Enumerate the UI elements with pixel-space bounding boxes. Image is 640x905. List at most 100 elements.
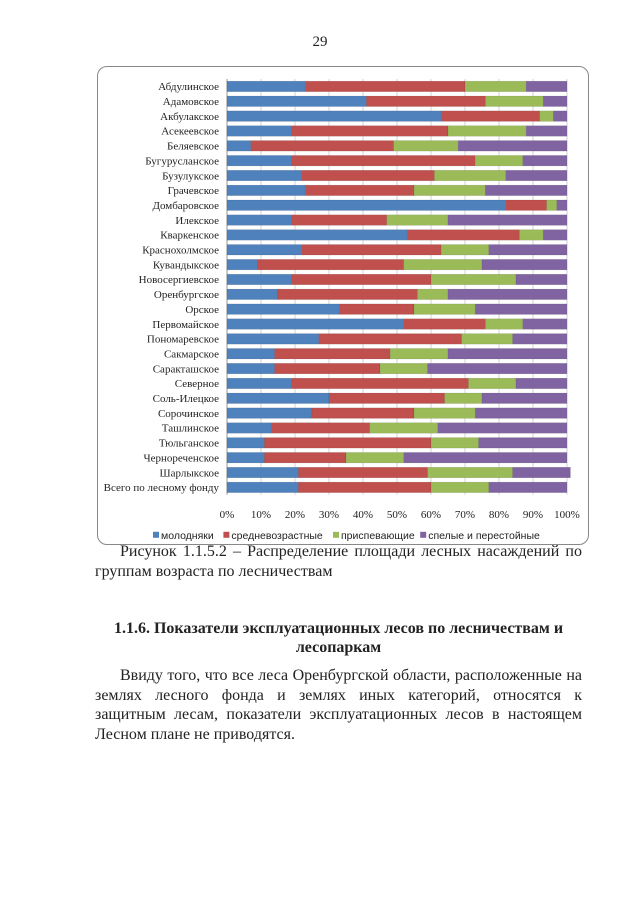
bar-segment-1 bbox=[274, 348, 391, 360]
bar-segment-1 bbox=[291, 377, 469, 389]
bar-segment-1 bbox=[291, 155, 476, 167]
x-tick-label: 100% bbox=[554, 509, 580, 521]
bar-segment-0 bbox=[226, 333, 320, 345]
bar-segment-0 bbox=[226, 229, 408, 241]
x-tick-label: 60% bbox=[421, 509, 441, 521]
category-label: Асекеевское bbox=[161, 126, 219, 138]
bar-segment-0 bbox=[226, 95, 367, 107]
bar-segment-3 bbox=[437, 422, 568, 434]
bar-segment-3 bbox=[447, 214, 568, 226]
category-label: Пономаревское bbox=[147, 334, 219, 346]
category-label: Абдулинское bbox=[158, 81, 219, 93]
bar-segment-0 bbox=[226, 259, 258, 271]
figure-caption-line1: Рисунок 1.1.5.2 – Распределение площади … bbox=[120, 543, 582, 560]
bar-segment-0 bbox=[226, 467, 299, 479]
bar-segment-1 bbox=[250, 140, 394, 152]
bar-segment-0 bbox=[226, 318, 405, 330]
bar-segment-0 bbox=[226, 155, 292, 167]
bar-segment-3 bbox=[515, 377, 568, 389]
category-label: Илекское bbox=[175, 215, 219, 227]
category-label: Северное bbox=[175, 378, 219, 390]
category-label: Кувандыкское bbox=[153, 259, 219, 271]
bar-segment-2 bbox=[413, 407, 476, 419]
category-label: Шарлыкское bbox=[160, 467, 220, 479]
category-label: Кваркенское bbox=[160, 230, 219, 242]
x-tick-label: 40% bbox=[353, 509, 373, 521]
category-label: Домбаровское bbox=[152, 200, 219, 212]
bar-segment-1 bbox=[264, 437, 432, 449]
figure-caption-line2: группам возраста по лесничествам bbox=[95, 563, 333, 580]
bar-segment-3 bbox=[553, 110, 568, 122]
legend-swatch bbox=[153, 531, 159, 538]
bar-segment-0 bbox=[226, 303, 340, 315]
bar-segment-2 bbox=[461, 333, 513, 345]
bar-segment-0 bbox=[226, 422, 272, 434]
bar-segment-1 bbox=[318, 333, 462, 345]
bar-segment-0 bbox=[226, 244, 303, 256]
bar-segment-2 bbox=[447, 125, 527, 137]
page-number: 29 bbox=[312, 34, 328, 50]
category-label: Соль-Илецкое bbox=[153, 393, 219, 405]
bar-segment-3 bbox=[447, 348, 568, 360]
bar-segment-2 bbox=[389, 348, 449, 360]
bar-segment-2 bbox=[485, 95, 544, 107]
bar-segment-1 bbox=[298, 481, 432, 493]
category-label: Оренбургское bbox=[154, 289, 219, 301]
bar-segment-2 bbox=[546, 199, 558, 211]
category-label: Адамовское bbox=[163, 96, 219, 108]
bar-segment-2 bbox=[474, 155, 524, 167]
bar-segment-2 bbox=[393, 140, 459, 152]
bar-segment-1 bbox=[291, 214, 388, 226]
bar-segment-2 bbox=[485, 318, 524, 330]
x-tick-label: 90% bbox=[523, 509, 543, 521]
category-label: Ташлинское bbox=[162, 423, 219, 435]
bar-segment-2 bbox=[539, 110, 554, 122]
bar-segment-1 bbox=[440, 110, 541, 122]
bar-segment-3 bbox=[512, 467, 571, 479]
stacked-bar-chart: 0% 10% 20% 30% 40% 50% 60% 70% 80% 90% 100% Абдулин… bbox=[104, 79, 580, 542]
bar-segment-3 bbox=[481, 392, 568, 404]
x-tick-label: 0% bbox=[220, 509, 235, 521]
bar-segment-3 bbox=[474, 407, 568, 419]
bar-segment-3 bbox=[447, 288, 568, 300]
bar-segment-1 bbox=[274, 363, 381, 375]
category-label: Тюльганское bbox=[159, 438, 219, 450]
legend-label: спелые и перестойные bbox=[428, 530, 540, 542]
bar-segment-2 bbox=[430, 437, 479, 449]
bar-segment-3 bbox=[522, 318, 568, 330]
category-label: Грачевское bbox=[168, 185, 219, 197]
bar-segment-3 bbox=[478, 437, 568, 449]
bar-segment-2 bbox=[430, 273, 517, 285]
bar-segment-0 bbox=[226, 199, 507, 211]
bar-segment-1 bbox=[291, 273, 432, 285]
section-heading: 1.1.6. Показатели эксплуатационных лесов… bbox=[113, 620, 564, 656]
body-paragraph: Ввиду того, что все леса Оренбургской об… bbox=[95, 667, 582, 743]
bar-segment-2 bbox=[440, 244, 490, 256]
bar-segment-0 bbox=[226, 481, 299, 493]
bar-segment-1 bbox=[291, 125, 449, 137]
x-tick-label: 80% bbox=[489, 509, 509, 521]
bar-segment-1 bbox=[298, 467, 428, 479]
legend-label: молодняки bbox=[161, 530, 214, 542]
bar-segment-0 bbox=[226, 125, 292, 137]
bar-segment-3 bbox=[525, 80, 568, 92]
bar-segment-3 bbox=[515, 273, 568, 285]
legend-swatch bbox=[420, 531, 427, 538]
bar-segment-0 bbox=[226, 452, 265, 464]
x-tick-label: 20% bbox=[285, 509, 305, 521]
bar-segment-2 bbox=[386, 214, 449, 226]
bar-segment-1 bbox=[277, 288, 418, 300]
category-label: Краснохолмское bbox=[142, 245, 219, 257]
bar-segment-3 bbox=[556, 199, 568, 211]
x-tick-label: 70% bbox=[455, 509, 475, 521]
bar-segment-3 bbox=[542, 229, 568, 241]
bar-segment-3 bbox=[512, 333, 568, 345]
x-tick-label: 30% bbox=[319, 509, 339, 521]
bar-segment-3 bbox=[542, 95, 568, 107]
bar-segment-1 bbox=[366, 95, 486, 107]
bar-segment-1 bbox=[270, 422, 371, 434]
bar-segment-0 bbox=[226, 170, 303, 182]
bar-segment-1 bbox=[304, 184, 415, 196]
bar-segment-0 bbox=[226, 273, 292, 285]
bar-segment-0 bbox=[226, 363, 275, 375]
